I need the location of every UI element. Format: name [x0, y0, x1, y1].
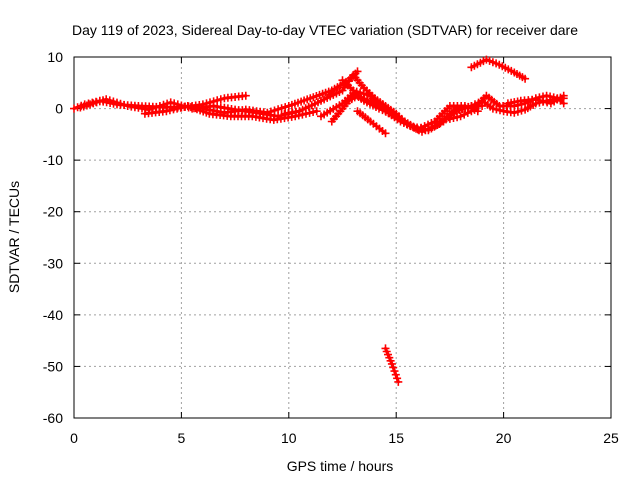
data-point — [102, 95, 111, 104]
data-point — [162, 107, 171, 116]
series-track-12 — [503, 91, 568, 108]
data-point — [496, 106, 504, 115]
series-track-8 — [338, 76, 482, 134]
data-point — [559, 91, 568, 100]
data-point — [387, 359, 396, 368]
data-point — [353, 67, 362, 76]
data-point — [349, 86, 358, 95]
axis-ticks — [73, 56, 612, 419]
data-point — [70, 104, 78, 113]
y-tick-label: -60 — [43, 410, 63, 426]
data-point — [105, 96, 114, 105]
data-point — [173, 104, 182, 113]
data-point — [274, 105, 283, 114]
data-point — [417, 123, 426, 132]
data-point — [445, 114, 454, 123]
data-point — [513, 107, 522, 116]
data-point — [394, 377, 403, 386]
x-tick-label: 25 — [603, 430, 619, 446]
data-point — [492, 105, 501, 114]
data-point — [159, 100, 168, 109]
data-series — [70, 55, 568, 386]
data-point — [277, 104, 286, 113]
data-point — [467, 102, 476, 110]
series-track-14 — [381, 344, 403, 386]
chart-title: Day 119 of 2023, Sidereal Day-to-day VTE… — [72, 22, 578, 38]
data-point — [113, 98, 121, 107]
data-point — [120, 100, 129, 109]
data-point — [270, 106, 279, 115]
data-point — [390, 367, 399, 376]
data-point — [456, 112, 465, 121]
data-point — [539, 97, 548, 106]
y-tick-label: -50 — [43, 358, 63, 374]
data-point — [453, 113, 462, 122]
data-point — [216, 95, 225, 104]
series-track-7 — [327, 91, 487, 136]
data-point — [531, 95, 540, 104]
data-point — [471, 100, 479, 109]
data-point — [460, 110, 469, 119]
data-point — [427, 119, 436, 127]
y-tick-label: 0 — [55, 101, 63, 117]
data-point — [163, 99, 172, 108]
data-point — [109, 97, 118, 106]
data-point — [510, 108, 519, 117]
plot-frame — [73, 56, 612, 419]
data-point — [521, 74, 530, 83]
y-tick-labels: 10 0 -10 -20 -30 -40 -50 -60 — [43, 49, 63, 426]
data-point — [389, 363, 398, 372]
y-axis-label: SDTVAR / TECUs — [6, 181, 22, 293]
data-point — [266, 107, 275, 116]
data-point — [166, 98, 175, 107]
data-point — [393, 374, 402, 383]
x-axis-label: GPS time / hours — [287, 458, 394, 474]
data-point — [431, 121, 440, 130]
y-tick-label: -20 — [43, 204, 63, 220]
x-tick-label: 0 — [70, 430, 78, 446]
series-track-9 — [353, 107, 390, 138]
y-tick-label: 10 — [47, 49, 63, 65]
y-tick-label: -10 — [43, 152, 63, 168]
data-point — [543, 98, 552, 107]
data-point — [391, 370, 400, 379]
data-point — [241, 91, 250, 100]
data-point — [381, 129, 390, 138]
x-tick-label: 10 — [281, 430, 297, 446]
data-point — [410, 123, 419, 132]
data-point — [263, 108, 272, 117]
x-tick-labels: 0 5 10 15 20 25 — [70, 430, 619, 446]
data-point — [463, 108, 472, 117]
data-point — [116, 99, 125, 108]
y-tick-label: -40 — [43, 307, 63, 323]
data-point — [535, 96, 544, 105]
data-point — [517, 106, 526, 115]
x-tick-label: 5 — [178, 430, 186, 446]
data-point — [165, 106, 174, 115]
series-track-13 — [467, 55, 530, 83]
data-point — [399, 119, 408, 127]
y-tick-label: -30 — [43, 255, 63, 271]
data-point — [356, 88, 365, 97]
data-point — [305, 108, 314, 117]
x-tick-label: 15 — [388, 430, 404, 446]
data-point — [312, 107, 321, 116]
x-tick-label: 20 — [496, 430, 512, 446]
